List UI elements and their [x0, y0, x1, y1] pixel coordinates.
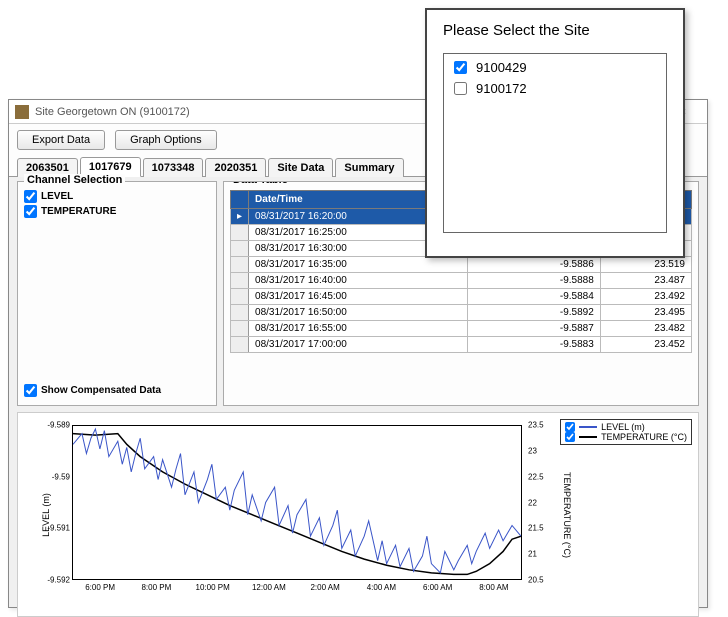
- site-label: 9100429: [476, 60, 527, 75]
- legend-checkbox[interactable]: [565, 432, 575, 442]
- channel-selection-legend: Channel Selection: [24, 174, 125, 186]
- level-series: [73, 429, 521, 573]
- legend-item: TEMPERATURE (°C): [565, 432, 687, 442]
- channel-checkbox[interactable]: [24, 190, 37, 203]
- graph-options-button[interactable]: Graph Options: [115, 130, 217, 150]
- show-compensated-label: Show Compensated Data: [41, 385, 161, 396]
- site-dialog-title: Please Select the Site: [443, 22, 667, 39]
- site-checkbox[interactable]: [454, 82, 467, 95]
- chart-legend: LEVEL (m)TEMPERATURE (°C): [560, 419, 692, 445]
- channel-checkbox[interactable]: [24, 205, 37, 218]
- temperature-series: [73, 434, 521, 575]
- chart-plot[interactable]: [72, 425, 522, 580]
- table-row[interactable]: 08/31/2017 16:50:00-9.589223.495: [231, 305, 692, 321]
- tab-site-data[interactable]: Site Data: [268, 158, 333, 177]
- tab-summary[interactable]: Summary: [335, 158, 403, 177]
- channel-selection-group: Channel Selection LEVELTEMPERATURE Show …: [17, 181, 217, 406]
- y-left-ticks: -9.589-9.59-9.591-9.592: [42, 425, 72, 580]
- site-label: 9100172: [476, 81, 527, 96]
- export-data-button[interactable]: Export Data: [17, 130, 105, 150]
- channel-item: LEVEL: [24, 190, 210, 203]
- table-row[interactable]: 08/31/2017 16:55:00-9.588723.482: [231, 321, 692, 337]
- app-icon: [15, 105, 29, 119]
- chart-area: LEVEL (m)TEMPERATURE (°C) LEVEL (m) TEMP…: [17, 412, 699, 617]
- legend-swatch: [579, 426, 597, 428]
- site-checkbox[interactable]: [454, 61, 467, 74]
- y-right-label: TEMPERATURE (°C): [562, 472, 572, 558]
- table-row[interactable]: 08/31/2017 16:40:00-9.588823.487: [231, 273, 692, 289]
- site-item[interactable]: 9100429: [450, 58, 660, 77]
- table-row[interactable]: 08/31/2017 16:35:00-9.588623.519: [231, 257, 692, 273]
- table-row[interactable]: 08/31/2017 17:00:00-9.588323.452: [231, 337, 692, 353]
- tab-2020351[interactable]: 2020351: [205, 158, 266, 177]
- legend-swatch: [579, 436, 597, 438]
- show-compensated-checkbox[interactable]: [24, 384, 37, 397]
- table-row[interactable]: 08/31/2017 16:45:00-9.588423.492: [231, 289, 692, 305]
- tab-1073348[interactable]: 1073348: [143, 158, 204, 177]
- site-select-dialog: Please Select the Site 9100429 9100172: [425, 8, 685, 258]
- channel-label: LEVEL: [41, 191, 73, 202]
- legend-label: LEVEL (m): [601, 422, 645, 432]
- window-title: Site Georgetown ON (9100172): [35, 106, 190, 118]
- legend-label: TEMPERATURE (°C): [601, 432, 687, 442]
- y-right-ticks: 23.52322.52221.52120.5: [526, 425, 556, 580]
- data-table-legend: Data Table: [230, 181, 291, 186]
- legend-item: LEVEL (m): [565, 422, 687, 432]
- legend-checkbox[interactable]: [565, 422, 575, 432]
- site-item[interactable]: 9100172: [450, 79, 660, 98]
- site-listbox[interactable]: 9100429 9100172: [443, 53, 667, 233]
- channel-item: TEMPERATURE: [24, 205, 210, 218]
- show-compensated-row: Show Compensated Data: [24, 384, 161, 397]
- channel-label: TEMPERATURE: [41, 206, 116, 217]
